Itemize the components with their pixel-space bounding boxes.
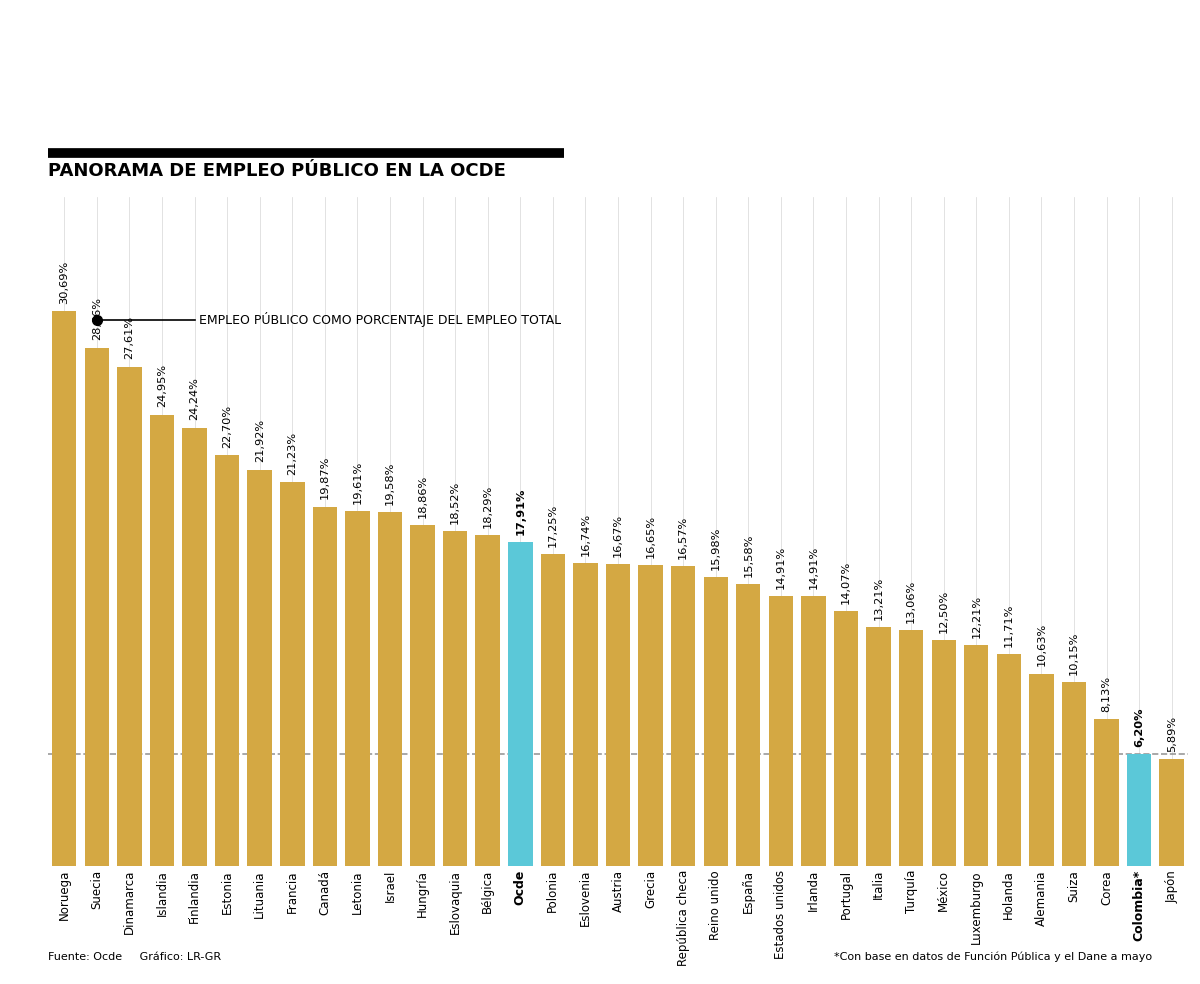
Text: 19,87%: 19,87% [320,456,330,499]
Bar [247,469,272,866]
Text: 15,58%: 15,58% [743,533,754,577]
Bar [1094,719,1118,866]
Bar [150,414,174,866]
Text: 5,89%: 5,89% [1166,716,1177,752]
Bar [802,596,826,866]
Bar [671,566,695,866]
Text: *Con base en datos de Función Pública y el Dane a mayo: *Con base en datos de Función Pública y … [834,952,1152,962]
Bar [703,577,728,866]
Bar [964,646,989,866]
Bar [541,554,565,866]
Text: 18,29%: 18,29% [482,485,493,528]
Text: 11,71%: 11,71% [1004,603,1014,646]
Text: 19,61%: 19,61% [353,461,362,504]
Bar [475,535,500,866]
Text: 21,23%: 21,23% [287,432,298,474]
Text: 24,95%: 24,95% [157,364,167,407]
Bar [1062,682,1086,866]
Bar [638,565,662,866]
Text: 13,06%: 13,06% [906,580,916,623]
Bar [215,456,239,866]
Bar [769,596,793,866]
Text: PANORAMA DE EMPLEO PÚBLICO EN LA OCDE: PANORAMA DE EMPLEO PÚBLICO EN LA OCDE [48,162,506,180]
Text: 6,20%: 6,20% [1134,707,1144,747]
Text: 13,21%: 13,21% [874,577,883,620]
Bar [280,482,305,866]
Text: 16,74%: 16,74% [581,513,590,556]
Text: 16,67%: 16,67% [613,514,623,557]
Text: 21,92%: 21,92% [254,419,265,462]
Bar [1159,760,1184,866]
Text: 19,58%: 19,58% [385,461,395,505]
Bar [443,531,467,866]
Bar [85,347,109,866]
Text: 30,69%: 30,69% [59,261,70,304]
Text: Fuente: Ocde     Gráfico: LR-GR: Fuente: Ocde Gráfico: LR-GR [48,953,221,962]
Text: 15,98%: 15,98% [710,526,721,570]
Text: 10,15%: 10,15% [1069,632,1079,675]
Text: 18,86%: 18,86% [418,474,427,518]
Text: 14,91%: 14,91% [776,546,786,589]
Text: 18,52%: 18,52% [450,480,460,523]
Bar [931,640,956,866]
Bar [834,611,858,866]
Text: 17,25%: 17,25% [548,504,558,547]
Bar [346,512,370,866]
Text: 22,70%: 22,70% [222,405,232,448]
Bar [182,428,206,866]
Bar [378,512,402,866]
Text: 8,13%: 8,13% [1102,676,1111,711]
Bar [899,630,923,866]
Bar [508,542,533,866]
Text: 14,07%: 14,07% [841,561,851,604]
Text: 10,63%: 10,63% [1037,623,1046,666]
Text: 16,57%: 16,57% [678,516,688,559]
Bar [410,524,434,866]
Text: 12,50%: 12,50% [938,589,949,633]
Bar [997,654,1021,866]
Text: 12,21%: 12,21% [971,594,982,638]
Text: 27,61%: 27,61% [125,316,134,359]
Bar [118,367,142,866]
Bar [574,563,598,866]
Text: 17,91%: 17,91% [515,487,526,534]
Bar [1030,674,1054,866]
Text: 16,65%: 16,65% [646,515,655,558]
Text: 24,24%: 24,24% [190,378,199,420]
Bar [52,311,77,866]
Bar [866,627,890,866]
Bar [736,584,761,866]
Text: EMPLEO PÚBLICO COMO PORCENTAJE DEL EMPLEO TOTAL: EMPLEO PÚBLICO COMO PORCENTAJE DEL EMPLE… [199,312,562,328]
Bar [1127,754,1151,866]
Bar [313,507,337,866]
Text: 28,66%: 28,66% [92,297,102,340]
Text: 14,91%: 14,91% [809,546,818,589]
Bar [606,565,630,866]
